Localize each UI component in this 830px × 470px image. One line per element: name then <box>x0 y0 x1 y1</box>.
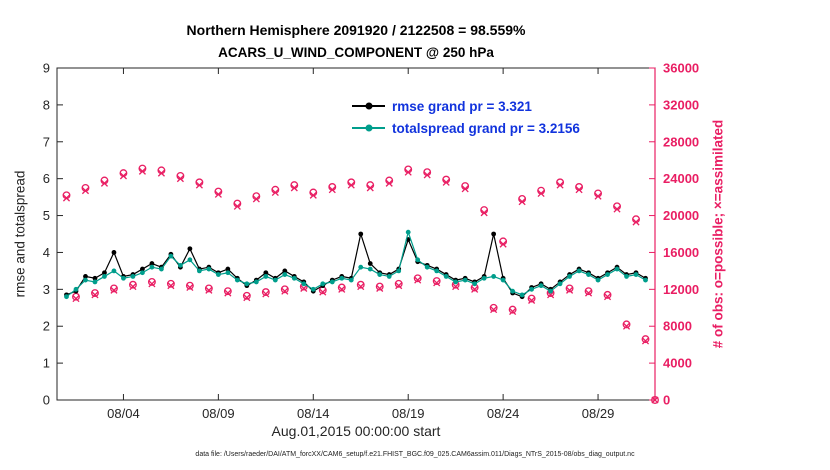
data-file-caption: data file: /Users/raeder/DAI/ATM_forcXX/… <box>195 451 635 458</box>
svg-text:0: 0 <box>663 393 670 408</box>
svg-text:36000: 36000 <box>663 61 699 76</box>
svg-text:4000: 4000 <box>663 356 692 371</box>
rmse-line-swatch <box>352 102 385 110</box>
svg-text:5: 5 <box>43 208 50 223</box>
svg-text:32000: 32000 <box>663 97 699 112</box>
legend-label-rmse: rmse grand pr = 3.321 <box>392 98 532 114</box>
svg-text:6: 6 <box>43 171 50 186</box>
svg-text:2: 2 <box>43 319 50 334</box>
svg-text:0: 0 <box>43 393 50 408</box>
svg-text:16000: 16000 <box>663 245 699 260</box>
chart-title: Northern Hemisphere 2091920 / 2122508 = … <box>186 22 526 38</box>
legend-item-rmse: rmse grand pr = 3.321 <box>352 95 580 117</box>
svg-text:20000: 20000 <box>663 208 699 223</box>
svg-text:8000: 8000 <box>663 319 692 334</box>
legend-label-totalspread: totalspread grand pr = 3.2156 <box>392 120 580 136</box>
svg-text:12000: 12000 <box>663 282 699 297</box>
svg-text:08/19: 08/19 <box>392 406 425 421</box>
svg-text:3: 3 <box>43 282 50 297</box>
legend-item-totalspread: totalspread grand pr = 3.2156 <box>352 117 580 139</box>
chart-subtitle: ACARS_U_WIND_COMPONENT @ 250 hPa <box>218 45 494 60</box>
rmse-marker-dot <box>365 102 372 110</box>
svg-text:9: 9 <box>43 61 50 76</box>
svg-text:08/04: 08/04 <box>107 406 140 421</box>
svg-text:08/29: 08/29 <box>582 406 615 421</box>
totalspread-line-swatch <box>352 124 385 132</box>
svg-text:08/24: 08/24 <box>487 406 520 421</box>
svg-text:28000: 28000 <box>663 134 699 149</box>
legend: rmse grand pr = 3.321 totalspread grand … <box>352 95 580 139</box>
right-axis-label: # of obs: o=possible; ×=assimilated <box>710 119 726 349</box>
svg-text:8: 8 <box>43 97 50 112</box>
totalspread-marker-dot <box>365 124 372 132</box>
svg-text:08/09: 08/09 <box>202 406 235 421</box>
svg-text:1: 1 <box>43 356 50 371</box>
svg-text:4: 4 <box>43 245 50 260</box>
left-axis-label: rmse and totalspread <box>12 170 28 298</box>
x-axis-label: Aug.01,2015 00:00:00 start <box>271 423 441 439</box>
svg-text:08/14: 08/14 <box>297 406 330 421</box>
svg-text:24000: 24000 <box>663 171 699 186</box>
svg-text:7: 7 <box>43 134 50 149</box>
